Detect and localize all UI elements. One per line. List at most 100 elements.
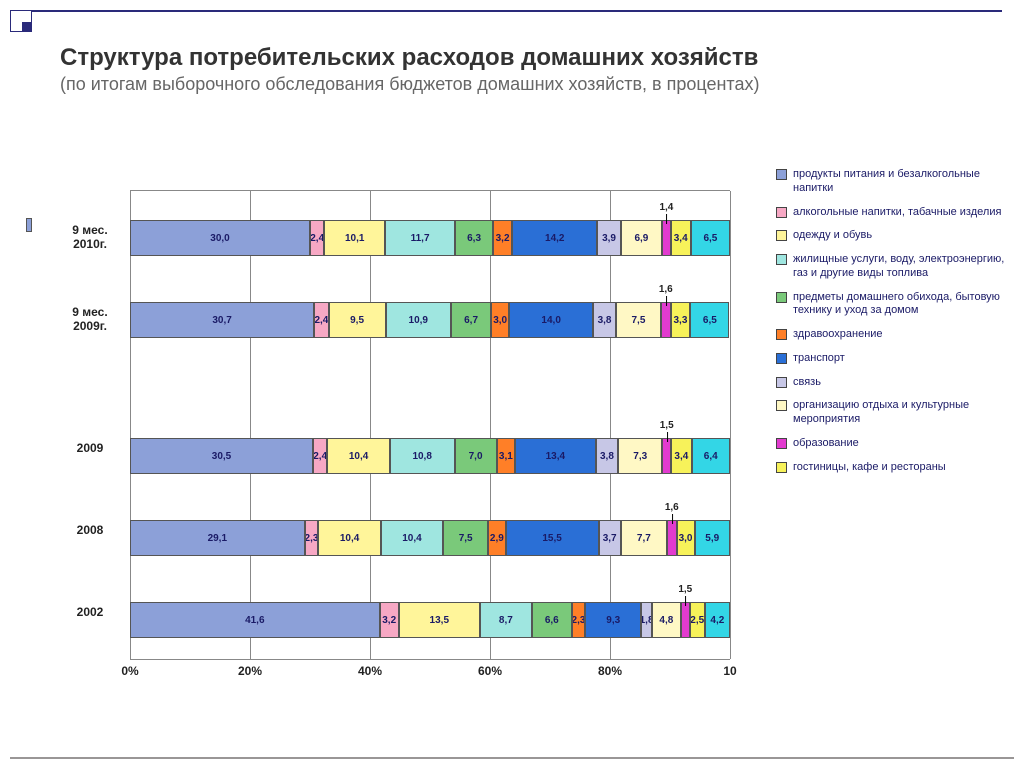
legend-label: продукты питания и безалкогольные напитк… [793,168,1010,196]
bar-segment-health: 2,3 [572,602,586,638]
bar-segment-transport: 14,0 [509,302,593,338]
bar-segment-health: 3,2 [493,220,512,256]
bar-segment-hotels: 2,5 [690,602,705,638]
bar-segment-edu [681,602,690,638]
legend-item-hotels: гостиницы, кафе и рестораны [776,461,1010,475]
bar-segment-clothes: 13,5 [399,602,480,638]
plot-area [130,190,730,660]
callout-edu: 1,5 [660,420,674,431]
callout-edu: 1,4 [659,202,673,213]
bar-segment-clothes: 9,5 [329,302,386,338]
bar-segment-leisure: 7,7 [621,520,667,556]
legend-label: предметы домашнего обихода, бытовую техн… [793,291,1010,319]
chart: 0%20%40%60%80%109 мес. 2010г.30,02,410,1… [60,190,760,700]
legend: продукты питания и безалкогольные напитк… [776,168,1010,484]
gridline [250,191,251,659]
bar-segment-leisure: 7,5 [616,302,661,338]
stacked-bar: 30,02,410,111,76,33,214,23,96,93,46,5 [130,220,730,256]
bar-segment-alcohol: 2,3 [305,520,319,556]
bar-segment-furnish: 7,0 [455,438,497,474]
bar-segment-alcohol: 3,2 [380,602,399,638]
x-axis-label: 10 [723,664,736,678]
bar-row: 30,02,410,111,76,33,214,23,96,93,46,51,4 [130,220,730,256]
legend-label: связь [793,376,821,390]
bar-segment-other: 5,9 [695,520,730,556]
bar-segment-comm: 3,9 [597,220,620,256]
y-axis-label: 9 мес. 2009г. [60,306,120,334]
bar-segment-clothes: 10,1 [324,220,385,256]
legend-item-alcohol: алкогольные напитки, табачные изделия [776,206,1010,220]
legend-swatch [776,292,787,303]
bar-segment-hotels: 3,4 [671,220,691,256]
legend-item-furnish: предметы домашнего обихода, бытовую техн… [776,291,1010,319]
bar-row: 30,52,410,410,87,03,113,43,87,33,46,41,5 [130,438,730,474]
legend-swatch [776,254,787,265]
bar-segment-furnish: 6,3 [455,220,493,256]
x-axis-label: 20% [238,664,262,678]
legend-item-leisure: организацию отдыха и культурные мероприя… [776,399,1010,427]
bar-segment-transport: 13,4 [515,438,595,474]
stacked-bar: 41,63,213,58,76,62,39,31,84,82,54,2 [130,602,730,638]
y-axis-label: 2002 [60,606,120,620]
bar-row: 29,12,310,410,47,52,915,53,77,73,05,91,6 [130,520,730,556]
legend-swatch [776,353,787,364]
stacked-bar: 30,72,49,510,96,73,014,03,87,53,36,5 [130,302,730,338]
legend-label: образование [793,437,859,451]
bar-segment-clothes: 10,4 [327,438,389,474]
x-axis-label: 40% [358,664,382,678]
legend-swatch [776,377,787,388]
bar-segment-food: 30,7 [130,302,314,338]
bar-segment-edu [662,438,671,474]
bar-segment-comm: 3,8 [596,438,619,474]
bar-segment-edu [667,520,677,556]
bar-row: 30,72,49,510,96,73,014,03,87,53,36,51,6 [130,302,730,338]
bar-segment-alcohol: 2,4 [314,302,328,338]
stacked-bar: 29,12,310,410,47,52,915,53,77,73,05,9 [130,520,730,556]
deco-square-solid [22,22,32,32]
gridline [370,191,371,659]
gridline [490,191,491,659]
bar-segment-health: 3,0 [491,302,509,338]
bar-segment-furnish: 7,5 [443,520,488,556]
footer-line [10,757,1014,759]
bar-segment-comm: 3,8 [593,302,616,338]
bar-segment-alcohol: 2,4 [313,438,327,474]
legend-item-comm: связь [776,376,1010,390]
bar-segment-other: 6,4 [692,438,730,474]
gridline [730,191,731,659]
legend-item-health: здравоохранение [776,328,1010,342]
bar-segment-hotels: 3,3 [671,302,691,338]
bar-segment-housing: 8,7 [480,602,532,638]
bar-segment-housing: 10,8 [390,438,455,474]
bar-segment-comm: 1,8 [641,602,652,638]
bar-segment-health: 3,1 [497,438,516,474]
gridline [130,191,131,659]
chart-subtitle: (по итогам выборочного обследования бюдж… [60,73,960,96]
y-axis-label: 9 мес. 2010г. [60,224,120,252]
bar-segment-food: 30,0 [130,220,310,256]
legend-label: жилищные услуги, воду, электроэнергию, г… [793,253,1010,281]
stacked-bar: 30,52,410,410,87,03,113,43,87,33,46,4 [130,438,730,474]
legend-swatch [776,400,787,411]
legend-label: транспорт [793,352,845,366]
bar-segment-leisure: 4,8 [652,602,681,638]
bar-segment-hotels: 3,0 [677,520,695,556]
side-marker [26,218,32,232]
bar-segment-transport: 15,5 [506,520,599,556]
legend-swatch [776,329,787,340]
bar-segment-edu [662,220,670,256]
bar-row: 41,63,213,58,76,62,39,31,84,82,54,21,5 [130,602,730,638]
legend-label: гостиницы, кафе и рестораны [793,461,946,475]
bar-segment-food: 30,5 [130,438,313,474]
bar-segment-leisure: 7,3 [618,438,662,474]
legend-label: организацию отдыха и культурные мероприя… [793,399,1010,427]
bar-segment-housing: 11,7 [385,220,455,256]
legend-swatch [776,230,787,241]
x-axis-label: 60% [478,664,502,678]
bar-segment-edu [661,302,671,338]
bar-segment-food: 29,1 [130,520,305,556]
deco-line [32,10,1002,12]
legend-item-housing: жилищные услуги, воду, электроэнергию, г… [776,253,1010,281]
x-axis-label: 80% [598,664,622,678]
bar-segment-other: 4,2 [705,602,730,638]
